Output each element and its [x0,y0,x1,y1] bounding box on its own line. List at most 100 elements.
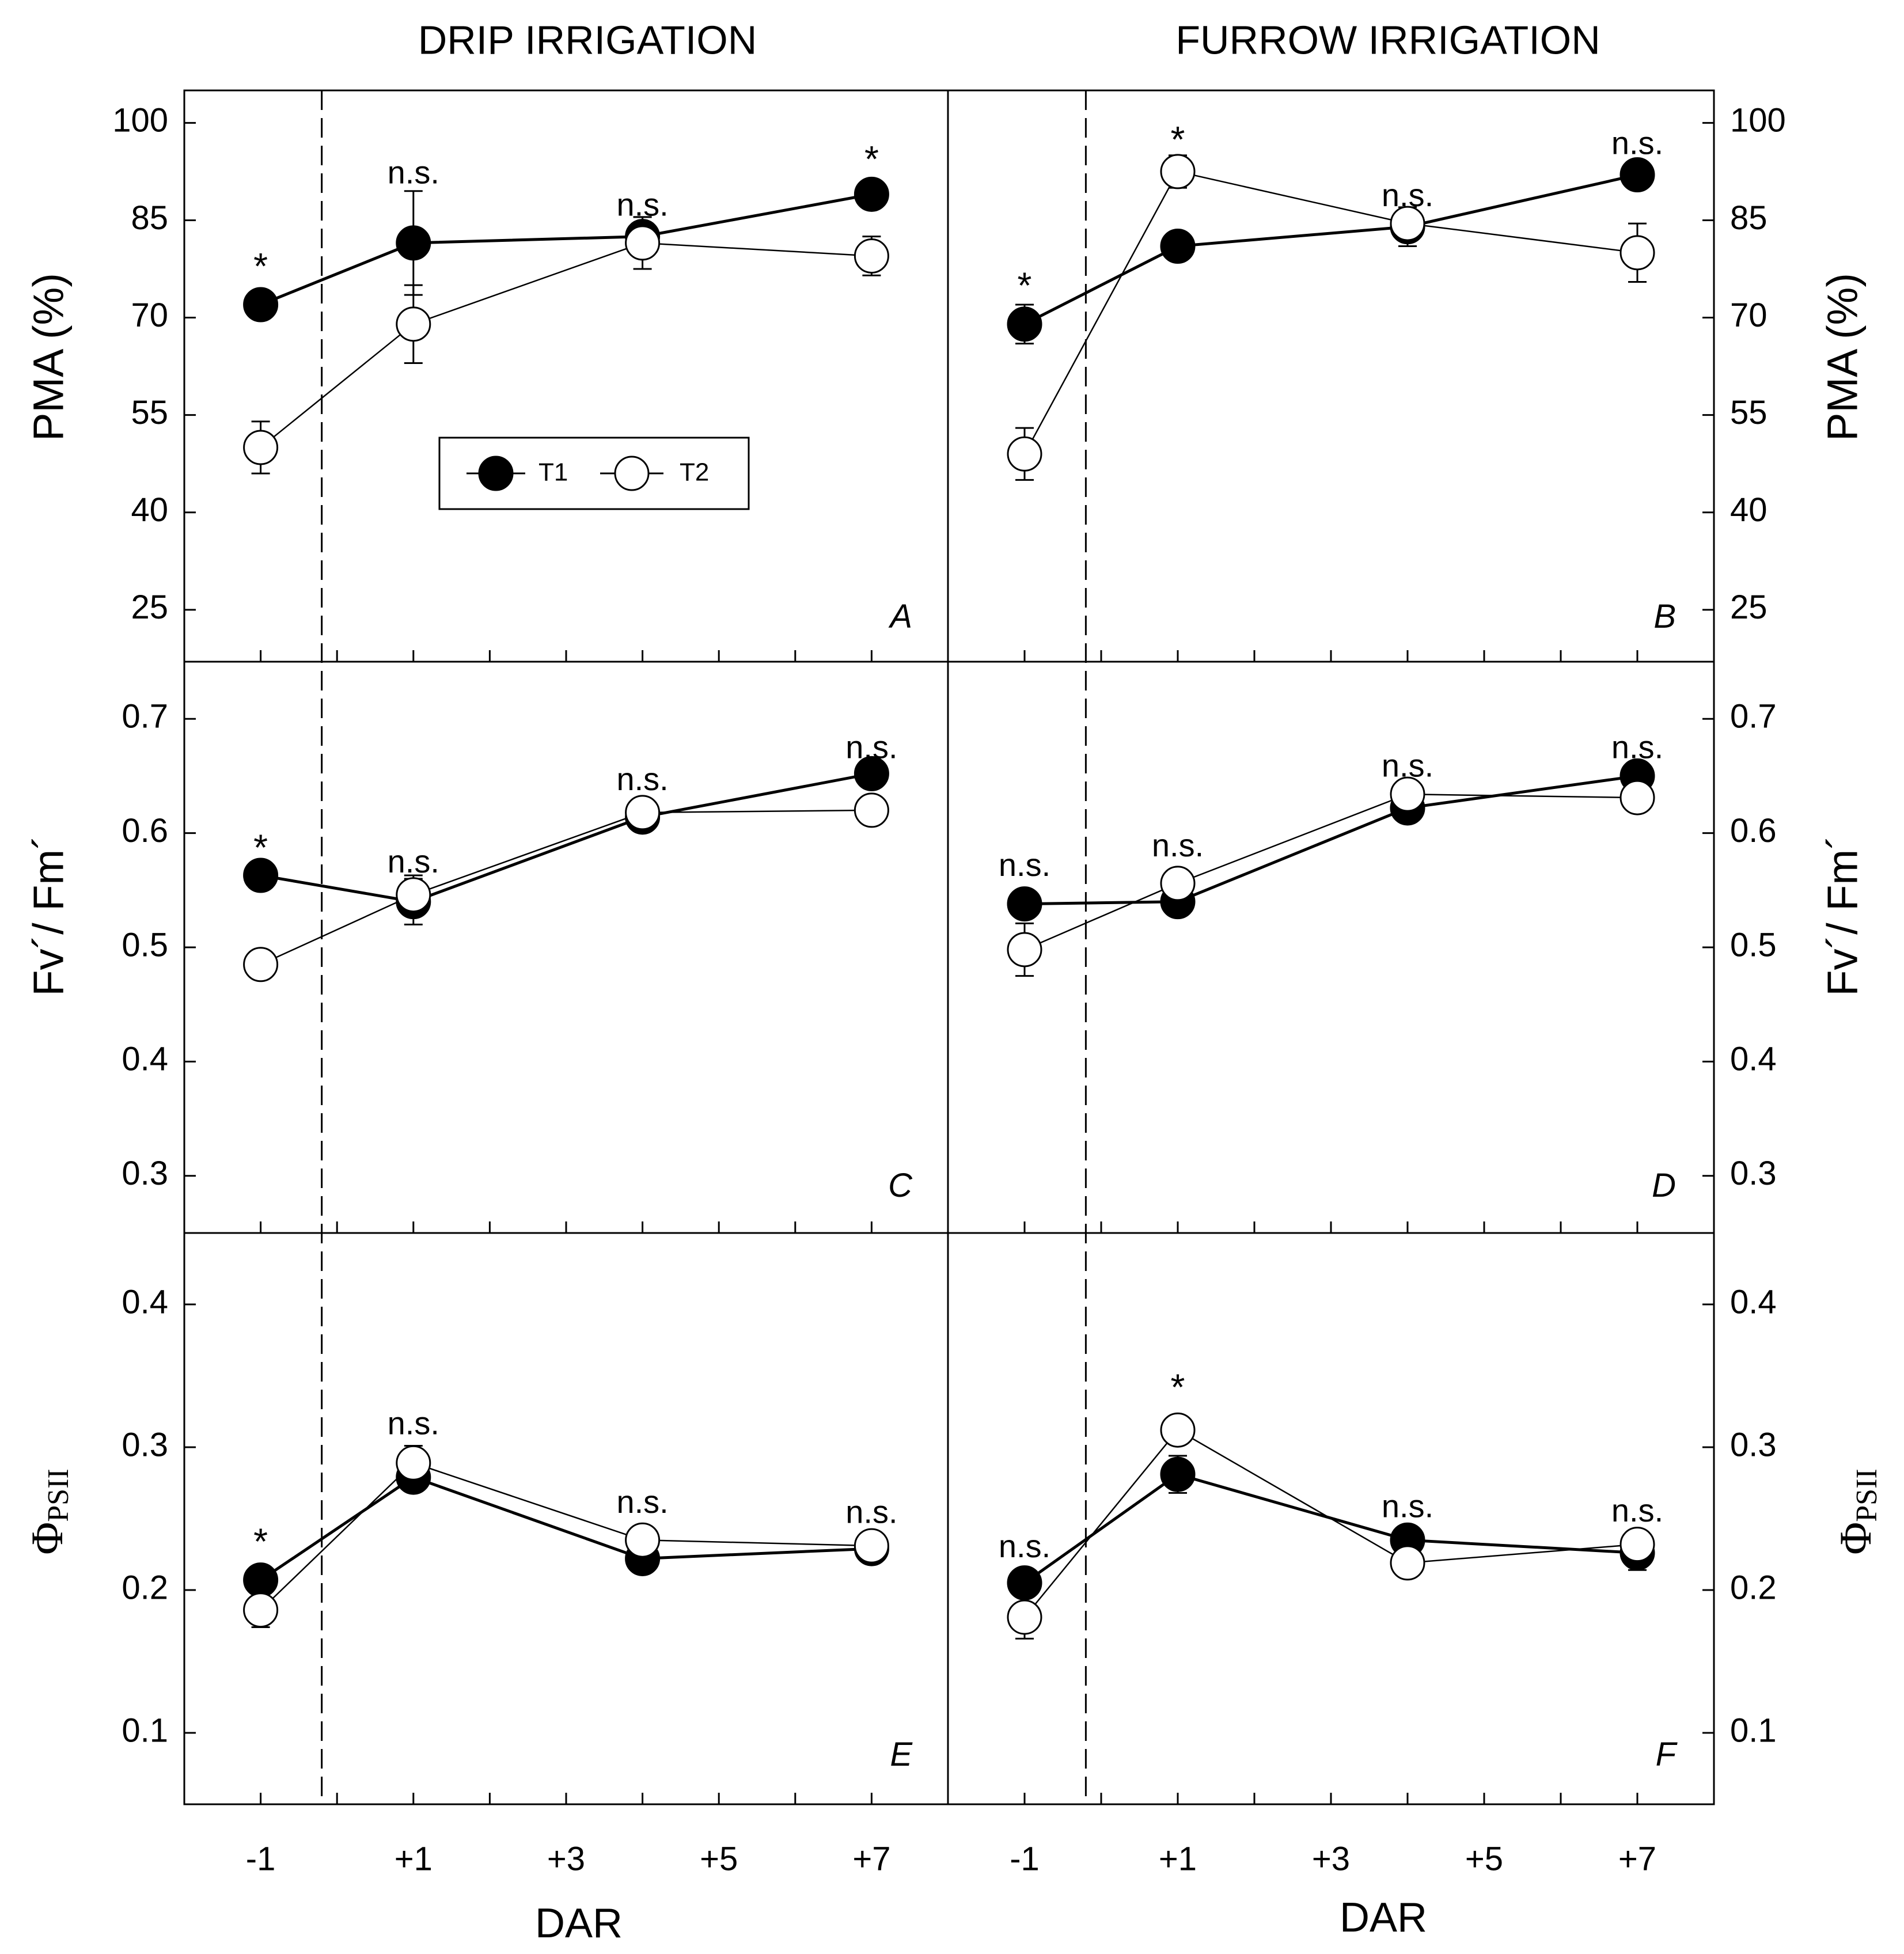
data-point-t2 [396,1445,431,1481]
y-tick-label: 0.4 [1730,1283,1777,1321]
series-line-t1 [1024,774,1638,906]
y-tick-label: 70 [131,297,168,334]
panel-letter-A: A [888,598,912,635]
data-point-t2 [854,238,889,274]
title-furrow-irrigation: FURROW IRRIGATION [1175,17,1600,62]
series-line-t1 [260,772,872,904]
data-point-t2 [1007,932,1042,967]
plot-layer: * n.s. n.s. * * * n.s. n.s. * n.s. n.s. n.s. n.s. n.s… [243,119,1663,1640]
significance-label: n.s. [1152,827,1204,863]
axes-layer: 25 25 40 40 55 55 70 70 85 85 100 100 0.3 0.3 0.4 0.4 0.… [112,90,1786,1877]
series-line-t2 [260,809,872,965]
panel-frame-E [183,1232,949,1805]
x-tick-label: +1 [1159,1840,1197,1877]
y-tick-label: 0.5 [122,926,168,963]
x-tick-label: -1 [246,1840,276,1877]
y-tick-label: 0.6 [122,812,168,849]
significance-label: n.s. [1382,747,1433,783]
data-point-t2 [396,306,431,342]
significance-label: n.s. [616,1483,668,1520]
data-point-t2 [1007,1599,1042,1635]
data-point-t2 [1160,1412,1196,1448]
data-point-t1 [1160,229,1196,264]
y-tick-label: 85 [1730,199,1768,237]
y-tick-label: 70 [1730,297,1768,334]
data-point-t1 [1007,1565,1042,1601]
ylabel-phi-symbol: Φ [22,1522,72,1555]
y-tick-label: 55 [1730,394,1768,431]
x-tick-label: -1 [1010,1840,1040,1877]
data-point-t1 [1160,1456,1196,1492]
significance-label: * [253,826,268,868]
significance-label: n.s. [388,1405,439,1441]
data-point-t1 [243,1562,279,1598]
data-point-t2 [243,947,279,982]
legend-t2-label: T2 [680,458,709,487]
y-tick-label: 0.3 [1730,1155,1777,1192]
x-tick-label: +5 [1465,1840,1503,1877]
data-point-t2 [243,1592,279,1628]
y-tick-label: 25 [131,589,168,626]
significance-label: n.s. [999,1528,1050,1564]
data-point-t2 [625,1522,661,1558]
series-line-t2 [260,242,872,448]
y-tick-label: 40 [1730,491,1768,529]
data-point-t2 [1619,780,1655,815]
y-tick-label: 0.2 [1730,1569,1777,1606]
data-point-t2 [625,225,661,261]
x-tick-label: +1 [395,1840,433,1877]
y-tick-label: 0.6 [1730,812,1777,849]
series-line-t2 [260,1462,872,1611]
ylabel-pma-left: PMA (%) [25,273,73,441]
significance-label: n.s. [1382,177,1433,213]
data-point-t2 [1390,206,1425,241]
y-tick-label: 0.1 [1730,1712,1777,1749]
series-line-t2 [1024,1429,1638,1618]
data-point-t1 [854,176,889,212]
title-drip-irrigation: DRIP IRRIGATION [418,17,757,62]
data-point-t2 [396,877,431,913]
significance-label: n.s. [845,729,897,765]
data-point-t1 [1007,886,1042,922]
ylabel-phipsii-right: ΦPSII [1830,1469,1883,1555]
legend-t1-label: T1 [538,458,568,487]
y-tick-label: 0.4 [122,1283,168,1321]
panel-letter-D: D [1652,1167,1676,1204]
data-point-t2 [1619,1527,1655,1562]
significance-label: n.s. [388,843,439,879]
significance-label: n.s. [1611,125,1663,161]
panel-frame-D [947,661,1715,1234]
x-tick-label: +3 [1312,1840,1350,1877]
y-tick-label: 0.3 [122,1426,168,1463]
data-point-t2 [1390,1545,1425,1581]
ylabel-fvfm-right: Fv´/ Fm´ [1819,835,1867,996]
significance-label: * [253,245,268,287]
y-tick-label: 0.7 [122,698,168,735]
x-tick-label: +5 [700,1840,738,1877]
data-point-t1 [854,756,889,791]
panel-frame-B [947,89,1715,663]
ylabel-pma-right: PMA (%) [1819,273,1867,441]
panel-letter-B: B [1653,598,1676,635]
ylabel-phi-symbol: Φ [1830,1522,1880,1555]
y-tick-label: 40 [131,491,168,529]
y-tick-label: 0.4 [1730,1041,1777,1078]
data-point-t2 [1160,154,1196,189]
data-point-t2 [243,430,279,465]
data-point-t2 [1007,436,1042,472]
significance-label: n.s. [616,761,668,797]
significance-label: n.s. [999,847,1050,883]
significance-label: n.s. [388,154,439,190]
legend: T1 T2 [438,437,750,510]
y-tick-label: 0.1 [122,1712,168,1749]
data-point-t2 [1160,866,1196,901]
significance-label: n.s. [1382,1488,1433,1524]
data-point-t1 [243,858,279,893]
ylabel-psii-subscript: PSII [1850,1469,1883,1522]
significance-label: n.s. [616,187,668,223]
panel-letter-C: C [888,1167,913,1204]
legend-t2-marker [614,456,650,491]
data-point-t2 [1619,235,1655,271]
significance-label: * [1171,119,1185,160]
xlabel-right: DAR [1340,1895,1427,1941]
